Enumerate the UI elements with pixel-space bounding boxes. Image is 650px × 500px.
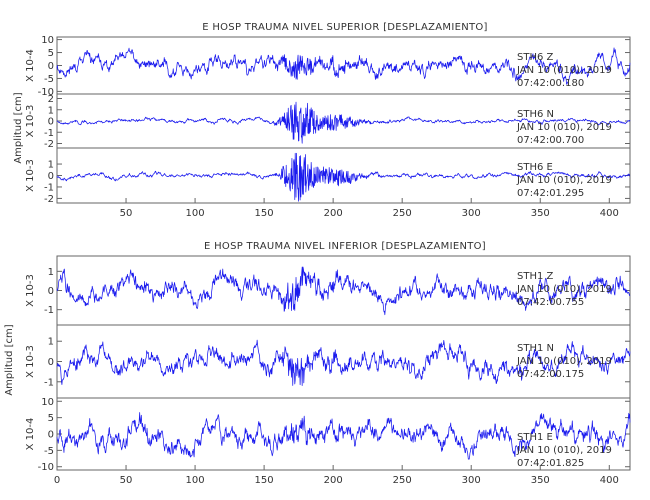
y-tick-label: -10 [38,87,54,98]
date-label: JAN 10 (010), 2019 [516,175,612,186]
seismogram-trace [56,152,631,202]
date-label: JAN 10 (010), 2019 [516,284,612,295]
x-tick-label: 300 [462,208,481,219]
x-tick-label: 350 [531,475,550,486]
x-tick-label: 400 [600,475,619,486]
time-label: 07:42:01.295 [517,188,584,199]
figure-upper-ylabel: Amplitud [cm] [13,92,24,163]
y-tick-label: 0 [48,61,54,72]
station-label: STH1 E [517,432,553,443]
panel-scale-label: X 10-3 [25,345,36,378]
panel-sth1-n: 1 0 -1 X 10-3 STH1 N JAN 10 (010), 2019 07:42:… [25,324,631,399]
station-label: STH6 N [517,109,554,120]
y-tick-label: 10 [41,397,54,408]
x-tick-label: 150 [255,208,274,219]
panel-scale-label: X 10-3 [25,274,36,307]
panel-sth6-n: 210-1-2 X 10-3 STH6 N JAN 10 (010), 2019 07:… [25,93,631,150]
time-label: 07:42:01.825 [517,458,584,469]
x-tick-label: 50 [120,475,133,486]
panel-scale-label: X 10-3 [25,159,36,192]
x-tick-label: 100 [186,208,205,219]
time-label: 07:42:00.180 [517,78,584,89]
y-tick-label: -1 [44,182,54,193]
figure-lower-ylabel: Amplitud [cm] [4,324,15,395]
y-tick-label: 5 [48,413,54,424]
x-tick-label: 50 [120,208,133,219]
time-label: 07:42:00.175 [517,369,584,380]
panel-sth1-e: 10 5 0 -5 -10X 10-4 STH1 E JAN 10 (010), 2019 0… [25,397,631,473]
y-tick-label: 1 [48,160,54,171]
seismogram-trace [56,339,631,386]
x-tick-label: 250 [393,208,412,219]
y-tick-label: -1 [44,305,54,316]
seismogram-trace [56,266,631,316]
panel-scale-label: X 10-4 [25,418,36,451]
y-tick-label: 1 [48,337,54,348]
station-label: STH6 E [517,162,553,173]
panel-sth1-z: 1 0 -1 X 10-3 STH1 Z JAN 10 (010), 2019 07:42:… [25,255,631,326]
station-label: STH6 Z [517,52,554,63]
seismogram-trace [56,47,631,85]
figure-lower: E HOSP TRAUMA NIVEL INFERIOR [DESPLAZAMI… [4,241,631,486]
x-tick-label: 200 [324,208,343,219]
y-tick-label: 0 [48,171,54,182]
panel-sth6-z: 10 5 0 -5 -10X 10-4 STH6 Z JAN 10 (010), 2019 0… [25,35,631,98]
date-label: JAN 10 (010), 2019 [516,445,612,456]
y-tick-label: -2 [44,194,54,205]
y-tick-label: -5 [44,74,54,85]
y-tick-label: 0 [48,117,54,128]
y-tick-label: 1 [48,267,54,278]
figure-lower-title: E HOSP TRAUMA NIVEL INFERIOR [DESPLAZAMI… [204,241,486,252]
panel-scale-label: X 10-3 [25,105,36,138]
figure-lower-x-axis: 0 50 100 150 200 250 300 350 400 [54,465,619,486]
x-tick-label: 100 [186,475,205,486]
seismogram-trace [56,412,631,460]
seismogram-trace [56,101,631,144]
x-tick-label: 150 [255,475,274,486]
y-tick-label: 1 [48,105,54,116]
x-tick-label: 250 [393,475,412,486]
panel-sth6-e: 10-1-2 X 10-3 STH6 E JAN 10 (010), 2019 07:4… [25,147,631,205]
figure-upper-title: E HOSP TRAUMA NIVEL SUPERIOR [DESPLAZAMI… [202,22,488,33]
time-label: 07:42:00.755 [517,297,584,308]
y-tick-label: -1 [44,128,54,139]
x-tick-label: 300 [462,475,481,486]
panel-scale-label: X 10-4 [25,49,36,82]
y-tick-label: -5 [44,446,54,457]
x-tick-label: 200 [324,475,343,486]
y-tick-label: -1 [44,377,54,388]
time-label: 07:42:00.700 [517,135,584,146]
date-label: JAN 10 (010), 2019 [516,122,612,133]
y-tick-label: 0 [48,357,54,368]
y-tick-label: 10 [41,35,54,46]
date-label: JAN 10 (010), 2019 [516,65,612,76]
x-tick-label: 350 [531,208,550,219]
figure-upper: E HOSP TRAUMA NIVEL SUPERIOR [DESPLAZAMI… [13,22,631,219]
y-tick-label: -10 [38,462,54,473]
y-tick-label: 5 [48,48,54,59]
y-tick-label: -2 [44,139,54,150]
x-tick-label: 0 [54,475,60,486]
station-label: STH1 Z [517,271,554,282]
y-tick-label: 2 [48,94,54,105]
y-tick-label: 0 [48,430,54,441]
date-label: JAN 10 (010), 2019 [516,356,612,367]
figure-upper-x-axis: 50 100 150 200 250 300 350 400 [120,198,619,219]
x-tick-label: 400 [600,208,619,219]
y-tick-label: 0 [48,286,54,297]
station-label: STH1 N [517,343,554,354]
